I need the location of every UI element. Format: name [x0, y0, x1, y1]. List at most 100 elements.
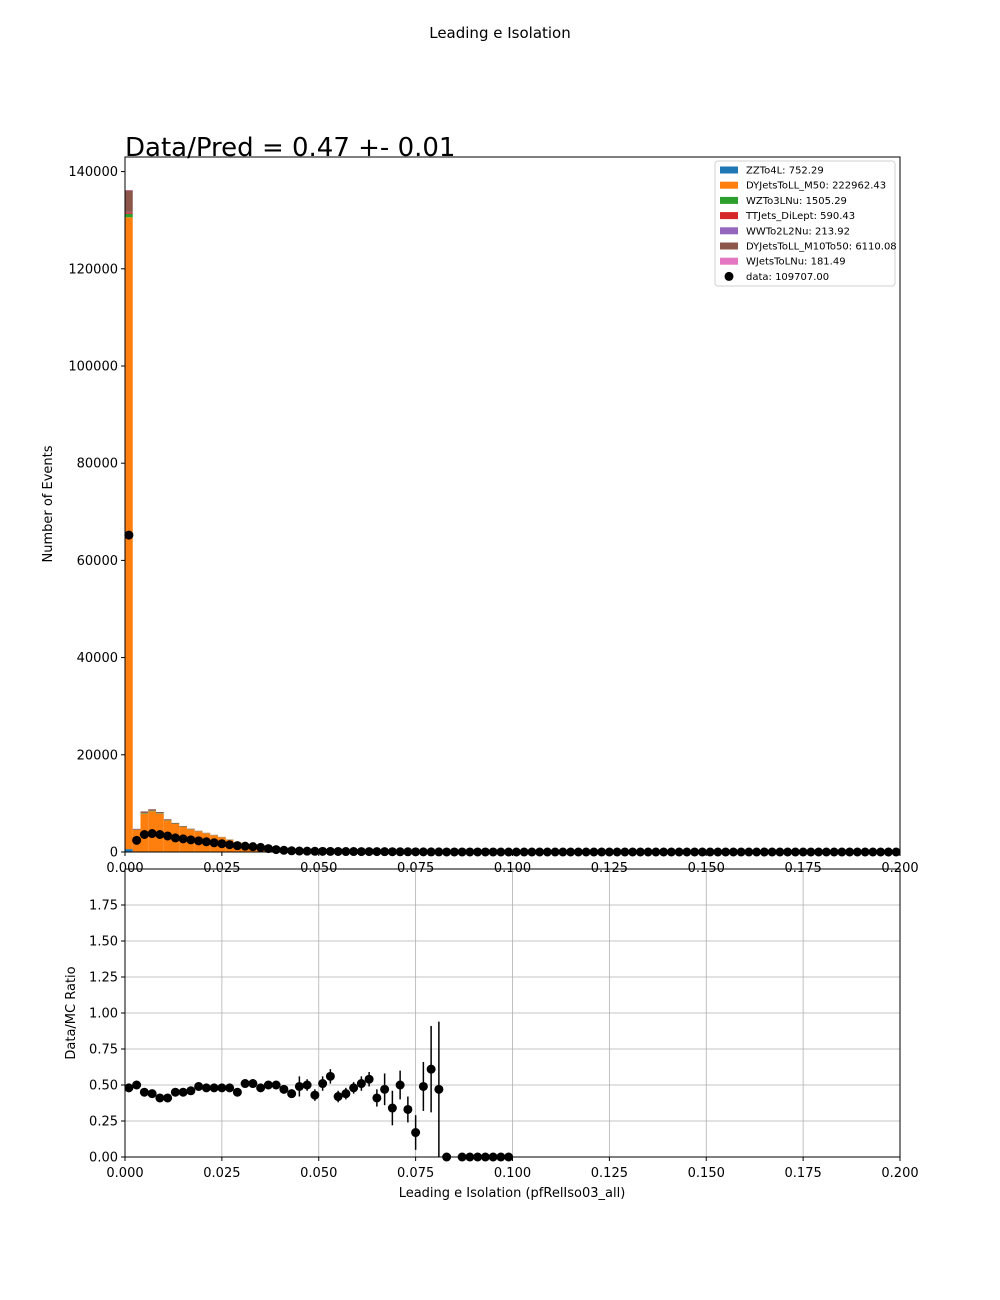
data-point-6 [170, 833, 180, 843]
ratio-x-tick-label-2: 0.050 [300, 1166, 337, 1181]
ratio-point-35 [395, 1080, 405, 1090]
ratio-point-39 [426, 1064, 436, 1074]
ratio-point-27 [333, 1092, 343, 1102]
bar-DYJetsToLL_M10To50-1 [132, 828, 141, 830]
ratio-point-32 [372, 1093, 382, 1103]
data-points [124, 530, 901, 857]
data-point-18 [263, 844, 273, 854]
ratio-x-tick-label-6: 0.150 [688, 1166, 725, 1181]
ratio-point-7 [178, 1087, 188, 1097]
bar-WZTo3LNu-2 [140, 813, 149, 814]
main-y-tick-label-4: 80000 [77, 457, 118, 472]
legend-box [714, 160, 896, 287]
main-y-tick-label-3: 60000 [77, 554, 118, 569]
ratio-point-36 [403, 1104, 413, 1114]
ratio-point-21 [287, 1089, 297, 1099]
ratio-point-18 [263, 1080, 273, 1090]
ratio-point-38 [418, 1081, 428, 1091]
ratio-point-16 [248, 1079, 258, 1089]
ratio-point-15 [240, 1079, 250, 1089]
data-point-16 [248, 842, 258, 852]
legend: ZZTo4L: 752.29 DYJetsToLL_M50: 222962.43 W… [714, 160, 897, 287]
ratio-y-tick-label-1: 0.25 [89, 1115, 118, 1130]
bar-ZZTo4L-0 [125, 849, 133, 852]
data-point-12 [217, 839, 227, 849]
ratio-point-29 [349, 1083, 359, 1093]
main-y-tick-label-5: 100000 [68, 359, 118, 374]
legend-label-DYJetsToLL_M50: DYJetsToLL_M50: 222962.43 [746, 181, 886, 192]
ratio-point-12 [217, 1083, 227, 1093]
data-point-14 [232, 841, 242, 851]
ratio-point-22 [294, 1081, 304, 1091]
ratio-x-tick-label-0: 0.000 [106, 1166, 143, 1181]
ratio-point-25 [318, 1079, 328, 1089]
data-point-24 [310, 846, 320, 856]
legend-label-DYJetsToLL_M10To50: DYJetsToLL_M10To50: 6110.08 [746, 242, 897, 253]
main-y-tick-label-1: 20000 [77, 748, 118, 763]
ratio-x-tick-label-5: 0.125 [591, 1166, 628, 1181]
ratio-x-tick-label-8: 0.200 [881, 1166, 918, 1181]
ratio-y-tick-label-0: 0.00 [89, 1151, 118, 1166]
data-point-21 [287, 846, 297, 856]
data-point-20 [279, 845, 289, 855]
figure-title: Leading e Isolation [429, 24, 571, 42]
ratio-x-tick-label-1: 0.025 [203, 1166, 240, 1181]
ratio-point-13 [225, 1083, 235, 1093]
data-point-26 [325, 846, 335, 856]
data-point-8 [186, 835, 196, 845]
bar-DYJetsToLL_M10To50-3 [148, 809, 156, 811]
ratio-plot: 0.000 0.025 0.050 0.075 0.100 0.125 0.150 0.175… [64, 868, 919, 1201]
ratio-y-tick-label-6: 1.50 [89, 935, 118, 950]
legend-label-data: data: 109707.00 [746, 272, 829, 283]
ratio-x-label: Leading e Isolation (pfRelIso03_all) [399, 1186, 626, 1201]
ratio-x-tick-label-3: 0.075 [397, 1166, 434, 1181]
ratio-points [124, 1021, 514, 1162]
legend-label-WZTo3LNu: WZTo3LNu: 1505.29 [746, 196, 847, 207]
main-y-label: Number of Events [41, 445, 56, 562]
main-plot: Data/Pred = 0.47 +- 0.01 0.000 0.025 0.050… [41, 133, 919, 876]
ratio-grid [124, 869, 901, 1158]
ratio-point-34 [387, 1103, 397, 1113]
legend-swatch-WJetsToLNu [720, 257, 738, 265]
ratio-point-4 [155, 1093, 165, 1103]
data-point-0 [124, 530, 134, 540]
legend-label-WWTo2L2Nu: WWTo2L2Nu: 213.92 [746, 226, 850, 237]
legend-swatch-WZTo3LNu [720, 196, 738, 204]
main-y-tick-label-7: 140000 [68, 165, 118, 180]
bar-WZTo3LNu-4 [156, 813, 164, 814]
data-point-15 [240, 841, 250, 851]
ratio-point-1 [132, 1080, 142, 1090]
ratio-point-28 [341, 1089, 351, 1099]
bar-DYJetsToLL_M10To50-6 [171, 822, 180, 824]
legend-label-TTJets_DiLept: TTJets_DiLept: 590.43 [745, 211, 855, 222]
ratio-point-24 [310, 1090, 320, 1100]
stacked-histogram [125, 190, 513, 852]
legend-label-ZZTo4L: ZZTo4L: 752.29 [746, 166, 824, 177]
main-y-tick-label-2: 40000 [77, 651, 118, 666]
ratio-y-tick-label-7: 1.75 [89, 899, 118, 914]
ratio-x-ticks: 0.000 0.025 0.050 0.075 0.100 0.125 0.150 0.175… [106, 1157, 919, 1181]
main-y-tick-label-0: 0 [110, 846, 118, 861]
legend-swatch-WWTo2L2Nu [720, 227, 738, 235]
data-point-3 [147, 829, 157, 839]
data-point-19 [271, 845, 281, 855]
ratio-point-20 [279, 1084, 289, 1094]
ratio-point-31 [364, 1074, 374, 1084]
ratio-y-tick-label-3: 0.75 [89, 1043, 118, 1058]
ratio-point-14 [232, 1087, 242, 1097]
ratio-point-3 [147, 1089, 157, 1099]
legend-marker-data [724, 271, 734, 281]
ratio-point-19 [271, 1080, 281, 1090]
bar-WZTo3LNu-0 [125, 213, 133, 218]
bar-DYJetsToLL_M10To50-0 [125, 190, 133, 212]
data-point-17 [256, 842, 266, 852]
legend-label-WJetsToLNu: WJetsToLNu: 181.49 [746, 257, 846, 268]
bar-TTJets_DiLept-0 [125, 212, 133, 214]
bar-WZTo3LNu-3 [148, 810, 156, 812]
legend-swatch-DYJetsToLL_M50 [720, 181, 738, 189]
data-point-13 [225, 840, 235, 850]
data-point-23 [302, 846, 312, 856]
data-point-7 [178, 834, 188, 844]
legend-swatch-TTJets_DiLept [720, 212, 738, 220]
